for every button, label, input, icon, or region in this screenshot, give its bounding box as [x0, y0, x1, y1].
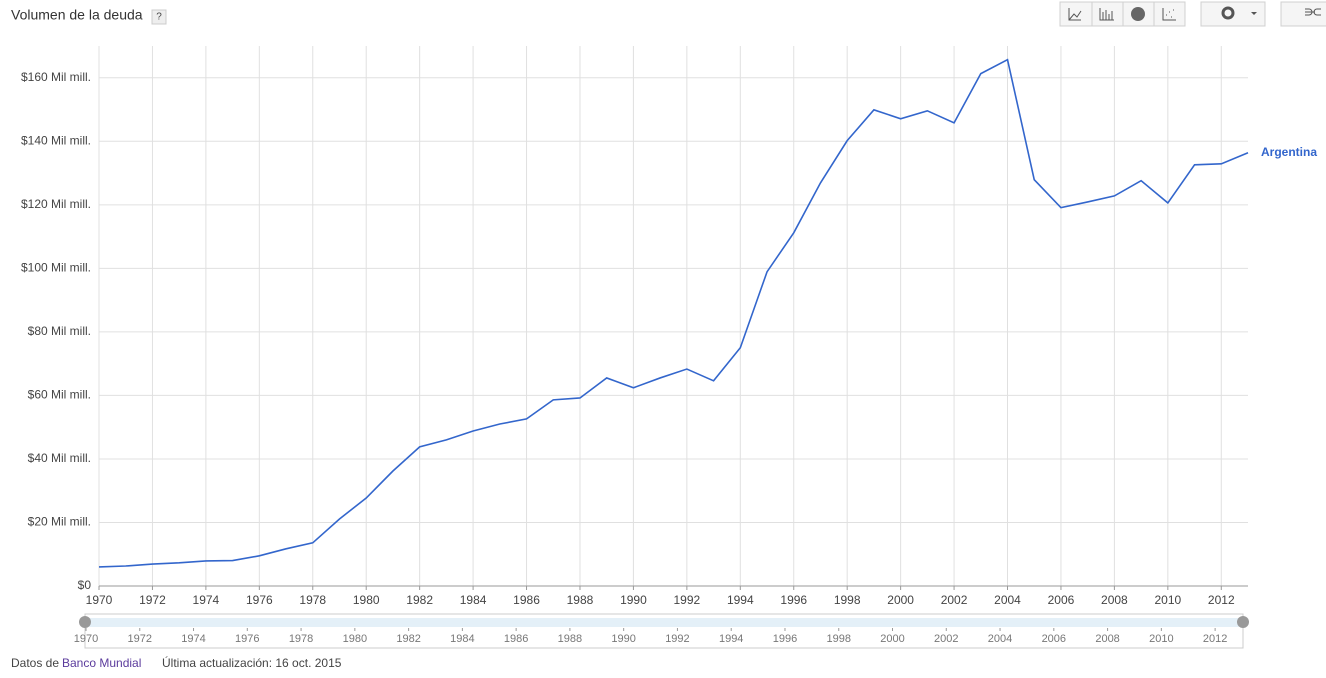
navigator-tick-label: 1986	[504, 633, 528, 645]
globe-icon	[1131, 7, 1145, 21]
y-tick-label: $0	[78, 578, 92, 592]
navigator-handle-right[interactable]	[1237, 616, 1249, 628]
x-tick-label: 1972	[139, 593, 166, 607]
navigator-tick-label: 1972	[128, 633, 152, 645]
navigator-tick-label: 1982	[396, 633, 420, 645]
y-tick-label: $40 Mil mill.	[28, 451, 91, 465]
navigator-tick-label: 1978	[289, 633, 313, 645]
x-tick-label: 1978	[299, 593, 326, 607]
x-tick-label: 1982	[406, 593, 433, 607]
x-tick-label: 2006	[1048, 593, 1075, 607]
navigator-handle-left[interactable]	[79, 616, 91, 628]
x-tick-label: 2010	[1154, 593, 1181, 607]
navigator-tick-label: 2008	[1095, 633, 1119, 645]
help-text: ?	[156, 12, 162, 23]
source-link[interactable]: Banco Mundial	[62, 656, 141, 670]
navigator-tick-label: 1990	[611, 633, 635, 645]
x-tick-label: 2000	[887, 593, 914, 607]
source-prefix: Datos de	[11, 656, 59, 670]
x-tick-label: 1988	[567, 593, 594, 607]
y-tick-label: $60 Mil mill.	[28, 388, 91, 402]
scatter-view-button[interactable]	[1153, 1, 1186, 27]
bar-icon	[1099, 8, 1114, 21]
navigator-band	[86, 618, 1242, 627]
x-tick-label: 1974	[193, 593, 220, 607]
x-tick-label: 1998	[834, 593, 861, 607]
y-tick-label: $160 Mil mill.	[21, 70, 91, 84]
navigator-tick-label: 2012	[1203, 633, 1227, 645]
gear-icon	[1221, 6, 1235, 20]
x-tick-label: 1984	[460, 593, 487, 607]
x-tick-label: 1980	[353, 593, 380, 607]
dropdown-arrow	[1251, 12, 1257, 15]
plot-area: $0 $20 Mil mill. $40 Mil mill. $60 Mil mill…	[21, 46, 1317, 607]
x-tick-label: 1986	[513, 593, 540, 607]
navigator-tick-label: 1980	[343, 633, 367, 645]
x-tick-label: 2002	[941, 593, 968, 607]
x-tick-label: 1976	[246, 593, 273, 607]
x-tick-label: 2008	[1101, 593, 1128, 607]
bar-view-button[interactable]	[1091, 1, 1124, 27]
link-icon	[1305, 8, 1321, 16]
x-tick-label: 1992	[674, 593, 701, 607]
y-tick-label: $100 Mil mill.	[21, 261, 91, 275]
toolbar	[1059, 1, 1326, 27]
navigator-tick-label: 2006	[1042, 633, 1066, 645]
y-tick-label: $20 Mil mill.	[28, 515, 91, 529]
navigator-tick-label: 2004	[988, 633, 1012, 645]
line-view-button[interactable]	[1059, 1, 1093, 27]
navigator-tick-label: 1970	[74, 633, 98, 645]
navigator-tick-label: 1994	[719, 633, 743, 645]
navigator-tick-label: 1976	[235, 633, 259, 645]
series-label: Argentina	[1261, 145, 1317, 159]
x-tick-label: 1970	[86, 593, 113, 607]
navigator-tick-label: 2002	[934, 633, 958, 645]
y-tick-label: $120 Mil mill.	[21, 197, 91, 211]
y-tick-label: $80 Mil mill.	[28, 324, 91, 338]
x-tick-label: 2004	[994, 593, 1021, 607]
x-tick-label: 1990	[620, 593, 647, 607]
navigator-tick-label: 1984	[450, 633, 474, 645]
navigator-tick-label: 2010	[1149, 633, 1173, 645]
navigator-tick-label: 1992	[665, 633, 689, 645]
help-button[interactable]	[151, 9, 167, 25]
x-tick-label: 1996	[780, 593, 807, 607]
link-button[interactable]	[1280, 1, 1326, 27]
x-tick-label: 2012	[1208, 593, 1235, 607]
navigator-tick-label: 2000	[880, 633, 904, 645]
x-tick-label: 1994	[727, 593, 754, 607]
navigator-tick-label: 1996	[773, 633, 797, 645]
navigator-tick-label: 1988	[558, 633, 582, 645]
last-updated: Última actualización: 16 oct. 2015	[162, 655, 342, 670]
chart-title: Volumen de la deuda	[11, 7, 143, 23]
scatter-icon	[1162, 8, 1176, 21]
navigator-tick-label: 1998	[827, 633, 851, 645]
y-tick-label: $140 Mil mill.	[21, 133, 91, 147]
line-icon	[1068, 8, 1082, 21]
navigator-tick-label: 1974	[181, 633, 205, 645]
series-line	[98, 58, 1249, 568]
